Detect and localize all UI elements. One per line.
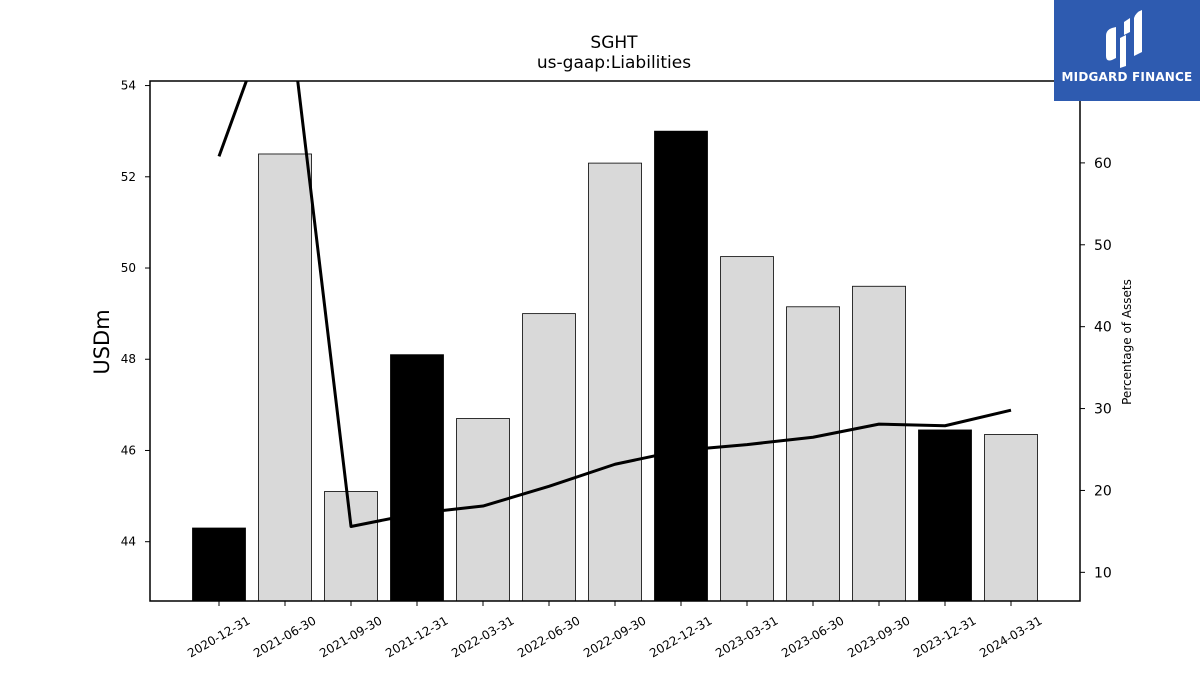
y-tick-label: 44	[121, 535, 136, 549]
x-tick-label: 2023-12-31	[911, 613, 978, 660]
x-tick-label: 2022-03-31	[449, 613, 516, 660]
bar	[852, 285, 906, 602]
x-tick-label: 2022-09-30	[581, 613, 648, 660]
bar	[390, 354, 444, 602]
brand-logo-text: MIDGARD FINANCE	[1061, 70, 1193, 84]
y-axis-right-label: Percentage of Assets	[1120, 279, 1134, 405]
bar	[324, 491, 378, 602]
x-tick-label: 2021-12-31	[383, 613, 450, 660]
x-tick-label: 2023-09-30	[845, 613, 912, 660]
bar	[456, 418, 510, 602]
bar	[786, 306, 840, 602]
chart-title: SGHT	[590, 33, 638, 53]
y-right-tick-label: 40	[1094, 320, 1112, 336]
y-right-tick-label: 10	[1094, 565, 1112, 581]
bar	[588, 162, 642, 602]
bar	[522, 313, 576, 602]
x-tick-label: 2023-06-30	[779, 613, 846, 660]
bar	[654, 130, 708, 602]
x-tick-label: 2020-12-31	[185, 613, 252, 660]
bar	[192, 527, 246, 602]
y-tick-label: 54	[121, 79, 136, 93]
y-right-tick-label: 20	[1094, 483, 1112, 499]
brand-logo: MIDGARD FINANCE	[1054, 0, 1200, 101]
x-tick-label: 2023-03-31	[713, 613, 780, 660]
y-tick-label: 48	[121, 352, 136, 366]
x-tick-label: 2024-03-31	[977, 613, 1044, 660]
bar	[258, 153, 312, 602]
line-series	[217, 81, 1012, 528]
x-tick-label: 2021-06-30	[251, 613, 318, 660]
chart-subtitle: us-gaap:Liabilities	[537, 53, 691, 73]
y-tick-label: 46	[121, 443, 136, 457]
y-tick-label: 52	[121, 170, 136, 184]
bar-series	[192, 130, 1038, 602]
bar	[984, 434, 1038, 602]
bar	[720, 256, 774, 602]
x-tick-label: 2022-06-30	[515, 613, 582, 660]
line-series-path	[217, 81, 1012, 528]
brand-logo-mark-icon	[1106, 10, 1142, 68]
x-tick-label: 2021-09-30	[317, 613, 384, 660]
y-right-tick-label: 30	[1094, 402, 1112, 418]
y-tick-label: 50	[121, 261, 136, 275]
x-tick-label: 2022-12-31	[647, 613, 714, 660]
y-axis-label: USDm	[90, 309, 114, 374]
y-right-tick-label: 50	[1094, 238, 1112, 254]
y-right-tick-label: 60	[1094, 156, 1112, 172]
bar	[918, 429, 972, 602]
